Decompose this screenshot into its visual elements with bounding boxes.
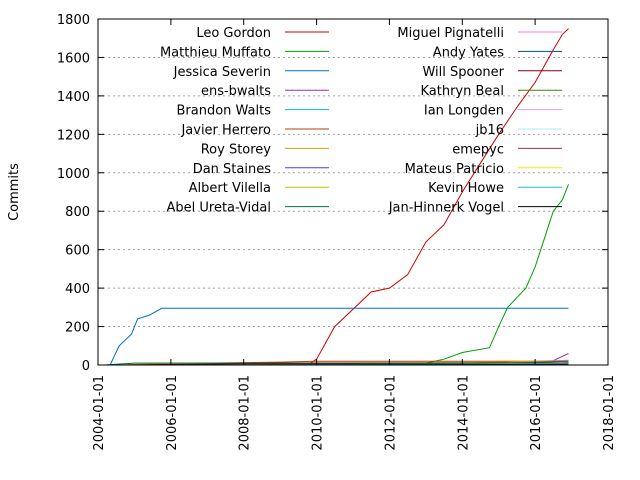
legend-label: Will Spooner: [422, 65, 504, 80]
x-tick-label: 2008-01-01: [238, 375, 253, 451]
legend-label: Ian Longden: [424, 104, 504, 119]
x-tick-label: 2016-01-01: [529, 375, 544, 451]
y-tick-label: 1400: [57, 90, 90, 105]
x-tick-label: 2018-01-01: [602, 375, 617, 451]
legend-label: Kevin Howe: [428, 181, 504, 196]
series-line-9: [103, 362, 569, 366]
y-tick-label: 800: [65, 205, 90, 220]
series-line-0: [307, 28, 569, 366]
legend-label: Matthieu Muffato: [160, 45, 271, 60]
y-tick-label: 400: [65, 282, 90, 297]
x-tick-label: 2014-01-01: [456, 375, 471, 451]
y-tick-label: 0: [82, 359, 90, 374]
grid: [98, 56, 608, 328]
legend-label: ens-bwalts: [201, 84, 271, 99]
legend-label: Andy Yates: [433, 45, 504, 60]
legend-label: Jan-Hinnerk Vogel: [388, 201, 504, 216]
y-tick-label: 1600: [57, 51, 90, 66]
legend-label: Kathryn Beal: [420, 84, 504, 99]
legend-label: Roy Storey: [201, 142, 272, 157]
legend-label: Mateus Patricio: [405, 162, 504, 177]
legend-label: Leo Gordon: [196, 26, 271, 41]
legend-label: jb16: [475, 123, 504, 138]
legend-label: Javier Herrero: [180, 123, 271, 138]
legend: Leo Gordon Matthieu Muffato Jessica Severi…: [160, 26, 562, 216]
x-tick-label: 2012-01-01: [383, 375, 398, 451]
y-tick-label: 1000: [57, 167, 90, 182]
x-ticks: 2004-01-01 2006-01-01 2008-01-01 2010-01-01…: [92, 19, 617, 451]
x-tick-label: 2010-01-01: [311, 375, 326, 451]
y-tick-label: 200: [65, 321, 90, 336]
legend-label: Dan Staines: [193, 162, 272, 177]
legend-label: Brandon Walts: [176, 104, 271, 119]
legend-label: Abel Ureta-Vidal: [166, 201, 271, 216]
legend-label: Jessica Severin: [173, 65, 271, 80]
y-axis-label: Commits: [7, 163, 22, 221]
y-ticks: 0 200 400 600 800 1000 1200 1400 1600 1800: [57, 13, 608, 374]
y-tick-label: 600: [65, 244, 90, 259]
plot-frame: [97, 18, 609, 366]
legend-label: emepyc: [452, 142, 504, 157]
series-line-2: [109, 307, 569, 366]
y-tick-label: 1800: [57, 13, 90, 28]
y-tick-label: 1200: [57, 128, 90, 143]
x-tick-label: 2004-01-01: [92, 375, 107, 451]
legend-label: Albert Vilella: [189, 181, 271, 196]
x-tick-label: 2006-01-01: [165, 375, 180, 451]
series-line-1: [425, 184, 569, 364]
legend-label: Miguel Pignatelli: [397, 26, 504, 41]
